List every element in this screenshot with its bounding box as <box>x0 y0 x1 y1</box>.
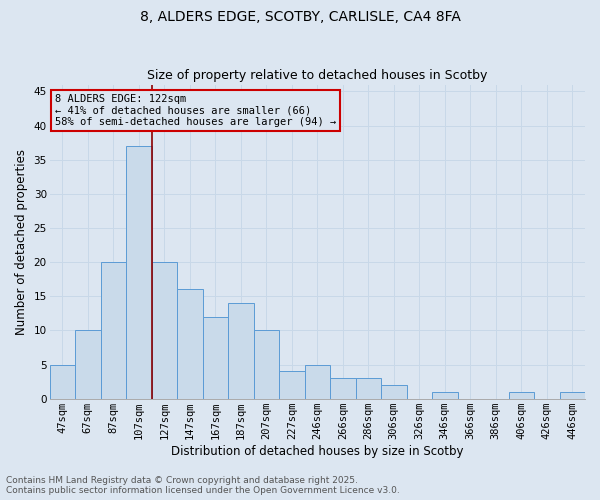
Bar <box>381 385 407 398</box>
Title: Size of property relative to detached houses in Scotby: Size of property relative to detached ho… <box>147 69 487 82</box>
Text: 8, ALDERS EDGE, SCOTBY, CARLISLE, CA4 8FA: 8, ALDERS EDGE, SCOTBY, CARLISLE, CA4 8F… <box>140 10 460 24</box>
Bar <box>560 392 585 398</box>
Bar <box>203 316 228 398</box>
Y-axis label: Number of detached properties: Number of detached properties <box>15 148 28 334</box>
Bar <box>254 330 279 398</box>
Bar <box>126 146 152 399</box>
Bar <box>50 364 75 398</box>
Bar <box>356 378 381 398</box>
Bar <box>177 290 203 399</box>
Bar <box>330 378 356 398</box>
Bar <box>432 392 458 398</box>
Bar <box>152 262 177 398</box>
Bar <box>228 303 254 398</box>
Bar <box>279 372 305 398</box>
Bar <box>305 364 330 398</box>
X-axis label: Distribution of detached houses by size in Scotby: Distribution of detached houses by size … <box>171 444 464 458</box>
Bar <box>75 330 101 398</box>
Bar <box>101 262 126 398</box>
Text: Contains HM Land Registry data © Crown copyright and database right 2025.
Contai: Contains HM Land Registry data © Crown c… <box>6 476 400 495</box>
Bar <box>509 392 534 398</box>
Text: 8 ALDERS EDGE: 122sqm
← 41% of detached houses are smaller (66)
58% of semi-deta: 8 ALDERS EDGE: 122sqm ← 41% of detached … <box>55 94 336 127</box>
